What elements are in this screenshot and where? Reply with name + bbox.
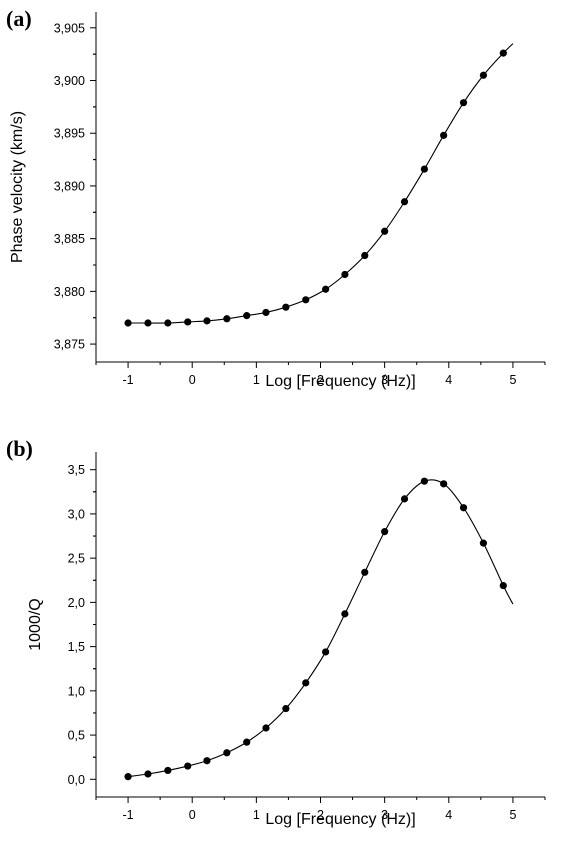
data-point [420, 165, 429, 173]
x-tick-label: -1 [123, 808, 134, 822]
x-tick-label: 4 [445, 373, 452, 387]
data-point [203, 317, 211, 325]
data-point [243, 738, 251, 746]
data-point [164, 319, 172, 327]
y-tick-label: 3,895 [54, 127, 85, 141]
data-point [361, 251, 369, 260]
x-tick-label: -1 [123, 373, 134, 387]
data-point [144, 319, 152, 327]
data-point [124, 773, 132, 781]
x-tick-label: 2 [317, 373, 324, 387]
data-point [262, 724, 270, 732]
data-point [223, 749, 231, 757]
data-point [400, 495, 409, 503]
x-tick-label: 0 [189, 808, 196, 822]
data-point [440, 480, 448, 488]
chart-panel-a: -1 0 1 2 3 4 5 3,875 3,880 3,885 3,890 3,895 3,900 3,… [9, 12, 546, 390]
y-tick-label: 1,0 [68, 684, 85, 698]
x-tick-label: 3 [381, 808, 388, 822]
data-point [440, 131, 448, 139]
data-point [479, 539, 488, 547]
data-point [184, 318, 192, 326]
data-point [341, 270, 349, 279]
data-point [381, 528, 389, 536]
data-point [499, 581, 507, 590]
y-tick-label: 3,0 [68, 507, 85, 521]
data-point [223, 315, 231, 323]
y-tick-label: 3,900 [54, 74, 85, 88]
data-point [459, 99, 468, 107]
data-point [459, 504, 468, 512]
data-point [144, 770, 152, 778]
x-tick-label: 3 [381, 373, 388, 387]
panel-label-a: (a) [6, 6, 32, 31]
x-tick-label: 5 [509, 373, 516, 387]
data-point [184, 762, 192, 770]
panel-label-b: (b) [6, 436, 33, 461]
y-axis-title: 1000/Q [27, 598, 44, 650]
data-point [124, 319, 132, 327]
data-point [302, 679, 310, 687]
y-tick-label: 2,0 [68, 596, 85, 610]
data-point [499, 49, 507, 57]
y-tick-label: 0,0 [68, 773, 85, 787]
data-point [282, 303, 290, 311]
data-point [302, 296, 310, 304]
data-point [243, 312, 251, 320]
data-point [341, 610, 349, 618]
x-axis-title: Log [Frequency (Hz)] [265, 373, 415, 390]
data-point [381, 227, 389, 235]
x-tick-label: 1 [253, 808, 260, 822]
y-tick-label: 2,5 [68, 552, 85, 566]
data-point [262, 308, 270, 317]
y-tick-label: 3,880 [54, 285, 85, 299]
y-tick-label: 3,885 [54, 232, 85, 246]
chart-panel-b: -1 0 1 2 3 4 5 0,0 0,5 1,0 1,5 2,0 2,5 3,0 3,5 Log [Fre… [27, 452, 546, 828]
y-tick-label: 0,5 [68, 729, 85, 743]
series-curve [128, 43, 514, 324]
data-point [420, 477, 429, 485]
x-tick-label: 1 [253, 373, 260, 387]
y-tick-label: 3,890 [54, 179, 85, 193]
data-point [282, 704, 290, 713]
data-point [400, 198, 409, 206]
y-axis-title: Phase velocity (km/s) [9, 111, 26, 263]
data-point [322, 285, 330, 293]
x-tick-label: 5 [509, 808, 516, 822]
data-point [322, 648, 330, 656]
data-point [479, 71, 488, 79]
x-tick-label: 2 [317, 808, 324, 822]
y-tick-label: 3,875 [54, 338, 85, 352]
x-axis-title: Log [Frequency (Hz)] [265, 811, 415, 828]
y-tick-label: 3,5 [68, 463, 85, 477]
data-point [164, 766, 172, 775]
y-tick-label: 3,905 [54, 21, 85, 35]
x-tick-label: 4 [445, 808, 452, 822]
x-tick-label: 0 [189, 373, 196, 387]
data-point [203, 757, 211, 765]
data-point [361, 568, 369, 576]
series-curve [127, 479, 514, 778]
y-tick-label: 1,5 [68, 640, 85, 654]
